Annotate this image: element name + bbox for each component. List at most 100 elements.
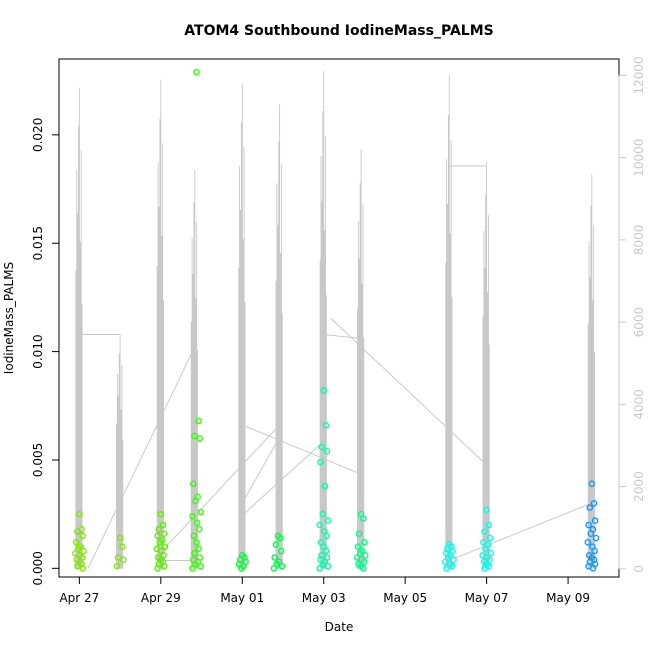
data-point: [272, 541, 280, 548]
data-point: [277, 547, 285, 555]
right-series-segment: [587, 174, 595, 569]
right-series-connector: [241, 436, 281, 504]
y-left-tick-label: 0.015: [31, 226, 45, 260]
data-point: [159, 521, 167, 529]
data-point: [278, 562, 286, 570]
data-point: [592, 534, 600, 542]
data-point: [359, 515, 367, 522]
data-point: [119, 543, 126, 551]
data-point: [193, 519, 201, 527]
data-point: [120, 556, 127, 564]
data-point: [356, 549, 364, 557]
data-point: [450, 556, 457, 564]
data-point: [192, 560, 199, 568]
chart-title: ATOM4 Southbound IodineMass_PALMS: [184, 23, 493, 39]
data-point: [448, 562, 456, 570]
data-point: [193, 539, 200, 546]
data-point: [481, 565, 488, 572]
data-point: [189, 513, 196, 520]
y-right-tick-label: 6000: [632, 307, 646, 338]
data-point: [193, 68, 200, 76]
data-point: [154, 565, 161, 572]
data-point: [589, 565, 597, 572]
right-series-connector: [242, 424, 362, 475]
right-series-segment: [238, 83, 246, 569]
data-point: [273, 560, 281, 568]
data-point: [322, 421, 330, 429]
data-point: [361, 539, 368, 546]
data-point: [444, 554, 452, 561]
data-point: [485, 521, 493, 529]
data-point: [361, 552, 369, 559]
y-right-tick-label: 2000: [632, 471, 646, 502]
data-point: [316, 565, 324, 572]
x-tick-label: May 05: [383, 591, 427, 605]
y-left-tick-label: 0.005: [31, 443, 45, 477]
data-point: [74, 528, 81, 535]
data-point: [318, 443, 326, 451]
data-point: [359, 565, 367, 572]
y-left-tick-label: 0.000: [31, 551, 45, 585]
y-right-tick-label: 8000: [632, 225, 646, 256]
data-point: [443, 565, 451, 572]
right-series-connector: [87, 346, 196, 569]
data-point: [74, 562, 81, 570]
data-point: [316, 521, 324, 529]
data-point: [271, 554, 279, 561]
y-axis-left: 0.000 0.005 0.010 0.015 0.020: [31, 118, 60, 586]
data-point: [587, 530, 595, 538]
data-point: [191, 432, 198, 440]
right-axis-line-series: [75, 71, 595, 569]
data-point: [319, 510, 327, 518]
right-series-segment: [275, 104, 283, 569]
data-point: [321, 482, 329, 490]
data-point: [324, 562, 332, 570]
data-point: [322, 547, 330, 555]
data-point: [160, 552, 167, 559]
data-point: [197, 562, 204, 570]
right-series-connector: [241, 440, 325, 516]
right-series-connector: [449, 502, 593, 562]
data-point: [190, 532, 198, 540]
data-point: [270, 565, 278, 572]
data-point: [189, 480, 197, 488]
data-point: [487, 549, 495, 557]
x-tick-label: Apr 29: [141, 591, 181, 605]
data-point: [160, 530, 168, 538]
data-point: [114, 554, 122, 561]
data-point: [191, 549, 198, 557]
data-point: [113, 562, 121, 570]
data-point: [195, 417, 202, 425]
y-axis-right: 0 2000 4000 6000 8000 10000 12000: [618, 56, 646, 573]
data-point: [192, 497, 199, 505]
right-series-segment: [319, 71, 327, 569]
x-tick-label: May 01: [220, 591, 264, 605]
data-point: [355, 530, 363, 538]
data-point: [585, 521, 592, 529]
data-point: [323, 447, 331, 455]
right-series-connector: [330, 317, 484, 463]
data-point: [116, 534, 124, 542]
data-point: [161, 543, 169, 551]
right-series-segment: [445, 75, 453, 569]
data-point: [75, 545, 82, 553]
data-point: [591, 517, 599, 524]
y-right-tick-label: 0: [632, 565, 646, 573]
data-point: [189, 565, 196, 572]
y-right-tick-label: 12000: [632, 56, 646, 94]
data-point: [482, 545, 489, 553]
data-point: [590, 499, 598, 507]
data-point: [72, 539, 80, 546]
data-point: [323, 532, 330, 540]
data-point: [155, 526, 163, 533]
data-point: [237, 565, 245, 572]
data-point: [160, 562, 168, 570]
right-series-connector: [323, 333, 362, 340]
data-point: [276, 534, 284, 542]
data-point: [79, 565, 86, 572]
data-point: [197, 508, 204, 516]
data-point: [196, 434, 204, 442]
data-point: [79, 532, 86, 540]
data-point: [80, 547, 87, 555]
